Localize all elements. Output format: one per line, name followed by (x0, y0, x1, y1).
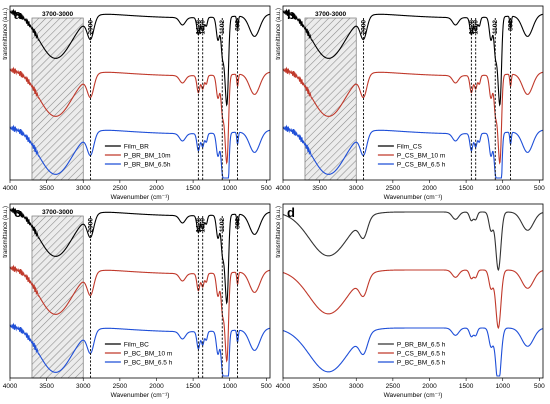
x-tick-label: 4000 (276, 185, 291, 192)
band-label: 893 (508, 20, 515, 31)
plot-frame (9, 5, 271, 181)
x-tick-label: 4000 (3, 185, 18, 192)
x-tick-label: 3500 (312, 185, 327, 192)
band-label: 1102 (219, 20, 226, 34)
x-tick-label: 1500 (459, 383, 474, 390)
x-tick-label: 2000 (422, 185, 437, 192)
spectrum-line (9, 124, 270, 179)
plot-frame (9, 203, 271, 379)
x-tick-label: 3000 (76, 185, 91, 192)
x-tick-label: 4000 (276, 383, 291, 390)
band-label: 893 (235, 218, 242, 229)
legend-entry: Film_CS (397, 143, 423, 150)
legend-entry: P_BC_BM_6.5 h (397, 359, 446, 366)
band-label: 893 (235, 20, 242, 31)
x-tick-label: 3500 (312, 383, 327, 390)
x-tick-label: 1000 (222, 383, 237, 390)
x-tick-label: 2500 (113, 383, 128, 390)
spectrum-line (282, 66, 543, 165)
spectrum-line (282, 269, 543, 330)
region-label: 3700-3000 (42, 11, 73, 18)
y-axis-label: transmittance (a.u.) (3, 206, 9, 258)
x-tick-label: 500 (534, 383, 545, 390)
legend-entry: P_BC_BM_6.5 h (124, 359, 173, 366)
legend-entry: P_CS_BM_6.5 h (397, 161, 446, 168)
y-axis-label: transmittance (a.u.) (3, 8, 9, 60)
spectrum-line (9, 8, 270, 107)
band-label: 2900 (361, 20, 368, 35)
x-tick-label: 1500 (459, 185, 474, 192)
hatched-region (304, 17, 357, 181)
x-tick-label: 1000 (222, 185, 237, 192)
x-tick-label: 3500 (39, 383, 54, 390)
x-axis-label: Wavenumber (cm⁻¹) (111, 392, 170, 399)
x-axis-label: Wavenumber (cm⁻¹) (384, 392, 443, 399)
band-label: 1369 (200, 20, 207, 35)
band-label: 1428 (195, 218, 202, 233)
y-axis-label: transmittance (a.u.) (276, 8, 282, 60)
spectrum-line (282, 327, 543, 377)
band-label: 1428 (468, 20, 475, 35)
x-tick-label: 1000 (495, 383, 510, 390)
x-tick-label: 500 (261, 383, 272, 390)
legend-entry: P_BR_BM_6.5h (124, 161, 171, 168)
x-tick-label: 1000 (495, 185, 510, 192)
chart-panel-d: 4000 3500 3000 2500 2000 1500 1000 500 Wavenumbe… (276, 203, 545, 399)
spectrum-line (282, 211, 543, 272)
spectrum-line (282, 124, 543, 179)
x-axis-label: Wavenumber (cm⁻¹) (384, 194, 443, 201)
legend-entry: Film_BR (124, 143, 149, 150)
band-label: 1369 (200, 218, 207, 233)
panel-letter: c (14, 205, 21, 220)
spectrum-line (9, 66, 270, 165)
spectrum-line (9, 322, 270, 377)
y-axis-label: transmittance (a.u.) (276, 206, 282, 258)
spectrum-line (9, 206, 270, 305)
legend-entry: P_BC_BM_10 m (124, 350, 172, 357)
x-tick-label: 2500 (386, 185, 401, 192)
panel-letter: d (287, 205, 295, 220)
x-tick-label: 2000 (149, 185, 164, 192)
spectrum-line (282, 8, 543, 107)
x-tick-label: 3500 (39, 185, 54, 192)
region-label: 3700-3000 (315, 11, 346, 18)
x-tick-label: 2000 (422, 383, 437, 390)
band-label: 2900 (88, 20, 95, 35)
x-tick-label: 1500 (186, 383, 201, 390)
x-tick-label: 2000 (149, 383, 164, 390)
legend-entry: P_CS_BM_10 m (397, 152, 445, 159)
x-tick-label: 3000 (76, 383, 91, 390)
x-tick-label: 4000 (3, 383, 18, 390)
x-tick-label: 2500 (113, 185, 128, 192)
plot-frame (282, 5, 544, 181)
panel-letter: b (287, 7, 295, 22)
panel-letter: a (14, 7, 22, 22)
band-label: 1369 (473, 20, 480, 35)
legend-entry: P_BR_BM_10m (124, 152, 171, 159)
band-label: 1428 (195, 20, 202, 35)
legend-entry: Film_BC (124, 341, 149, 348)
x-tick-label: 500 (534, 185, 545, 192)
x-tick-label: 3000 (349, 383, 364, 390)
legend-entry: P_CS_BM_6.5 h (397, 350, 446, 357)
x-tick-label: 500 (261, 185, 272, 192)
plot-frame (282, 203, 544, 379)
band-label: 2900 (88, 218, 95, 233)
x-tick-label: 1500 (186, 185, 201, 192)
x-tick-label: 3000 (349, 185, 364, 192)
x-tick-label: 2500 (386, 383, 401, 390)
band-label: 1102 (492, 20, 499, 34)
x-axis-label: Wavenumber (cm⁻¹) (111, 194, 170, 201)
region-label: 3700-3000 (42, 209, 73, 216)
spectrum-line (9, 264, 270, 363)
legend-entry: P_BR_BM_6.5 h (397, 341, 446, 348)
band-label: 1102 (219, 218, 226, 232)
